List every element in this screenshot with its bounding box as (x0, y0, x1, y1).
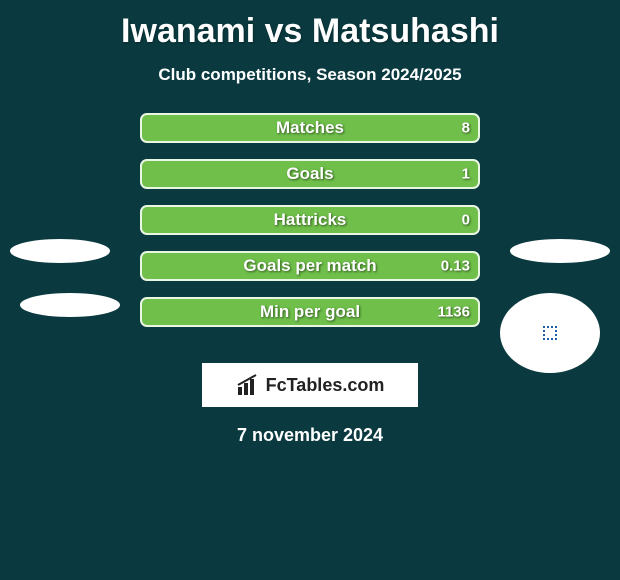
bar-row-min-per-goal: Min per goal 1136 (140, 297, 480, 327)
bar-row-goals-per-match: Goals per match 0.13 (140, 251, 480, 281)
stats-bar-chart: Matches 8 Goals 1 Hattricks 0 Goals per … (140, 113, 480, 343)
brand-chart-icon (236, 373, 260, 397)
page-title: Iwanami vs Matsuhashi (0, 0, 620, 51)
placeholder-icon (543, 326, 557, 340)
bar-row-hattricks: Hattricks 0 (140, 205, 480, 235)
decor-ellipse-left-1 (10, 239, 110, 263)
bar-value: 1 (462, 166, 470, 183)
bar-label: Goals (286, 164, 333, 184)
decor-ellipse-left-2 (20, 293, 120, 317)
bar-value: 0.13 (441, 258, 470, 275)
decor-ellipse-right-1 (510, 239, 610, 263)
bar-label: Matches (276, 118, 344, 138)
brand-badge: FcTables.com (202, 363, 418, 407)
page-subtitle: Club competitions, Season 2024/2025 (0, 65, 620, 85)
bar-label: Goals per match (243, 256, 376, 276)
bar-row-matches: Matches 8 (140, 113, 480, 143)
decor-circle-right (500, 293, 600, 373)
bar-value: 1136 (437, 304, 470, 321)
content-layout: Matches 8 Goals 1 Hattricks 0 Goals per … (0, 113, 620, 343)
page-date: 7 november 2024 (0, 425, 620, 446)
bar-label: Hattricks (274, 210, 347, 230)
brand-label: FcTables.com (266, 375, 385, 396)
bar-row-goals: Goals 1 (140, 159, 480, 189)
bar-label: Min per goal (260, 302, 360, 322)
bar-value: 0 (462, 212, 470, 229)
bar-value: 8 (462, 120, 470, 137)
